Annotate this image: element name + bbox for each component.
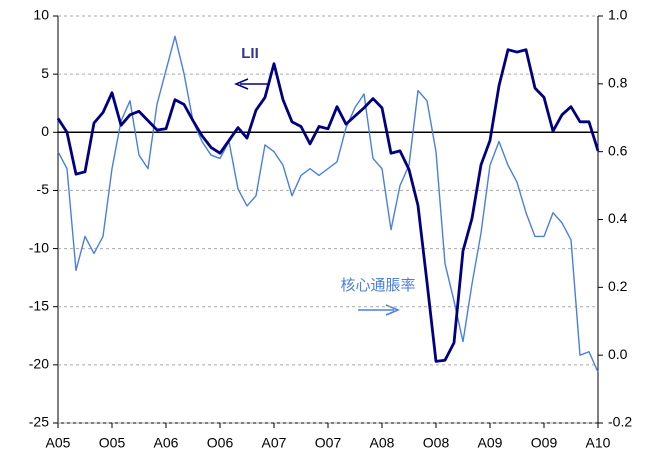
y2-tick-label: 0.4 (608, 210, 628, 226)
x-tick-label: A05 (46, 435, 71, 451)
y2-tick-label: 0.8 (608, 75, 628, 91)
series-annotation: LII (241, 45, 259, 62)
y-tick-label: -5 (37, 181, 50, 197)
y2-tick-label: 1.0 (608, 7, 628, 23)
y2-tick-label: 0.6 (608, 142, 628, 158)
x-tick-label: A07 (262, 435, 287, 451)
y-tick-label: -10 (29, 239, 49, 255)
series-line (56, 48, 600, 363)
y-tick-label: 0 (41, 123, 49, 139)
y2-tick-label: -0.2 (608, 414, 632, 430)
y-tick-label: -20 (29, 356, 49, 372)
series-annotation: 核心通脹率 (340, 277, 415, 294)
y-tick-label: 10 (33, 7, 49, 23)
y-tick-label: -25 (29, 414, 49, 430)
y2-tick-label: 0.2 (608, 278, 628, 294)
x-tick-label: A08 (370, 435, 395, 451)
x-tick-label: A10 (586, 435, 611, 451)
x-tick-label: O06 (207, 435, 234, 451)
x-tick-label: A06 (154, 435, 179, 451)
y2-tick-label: 0.0 (608, 346, 628, 362)
x-tick-label: O07 (315, 435, 342, 451)
x-tick-label: O08 (423, 435, 450, 451)
y-tick-label: 5 (41, 65, 49, 81)
x-tick-label: A09 (478, 435, 503, 451)
y-tick-label: -15 (29, 297, 49, 313)
x-tick-label: O09 (531, 435, 558, 451)
series-line (57, 35, 599, 373)
annotation-arrow (234, 78, 270, 90)
x-tick-label: O05 (99, 435, 126, 451)
